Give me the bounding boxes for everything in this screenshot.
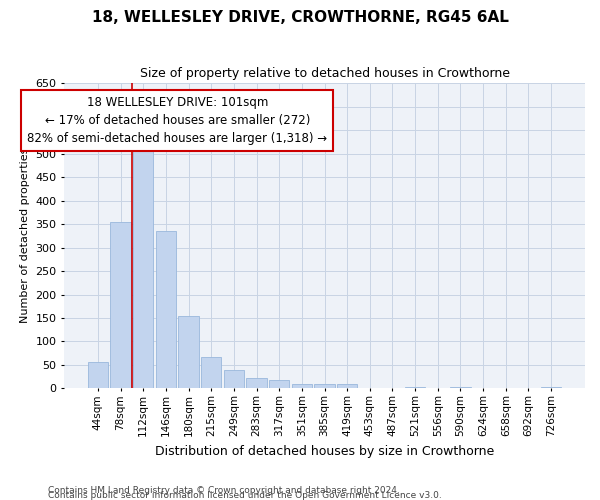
Bar: [133, 136, 154, 388]
Title: Size of property relative to detached houses in Crowthorne: Size of property relative to detached ho…: [140, 68, 509, 80]
X-axis label: Distribution of detached houses by size in Crowthorne: Distribution of detached houses by size …: [155, 444, 494, 458]
Bar: [155, 230, 176, 388]
Bar: [201, 357, 221, 388]
Bar: [110, 222, 131, 388]
Text: 18 WELLESLEY DRIVE: 101sqm
← 17% of detached houses are smaller (272)
82% of sem: 18 WELLESLEY DRIVE: 101sqm ← 17% of deta…: [27, 96, 327, 145]
Bar: [405, 387, 425, 388]
Text: Contains HM Land Registry data © Crown copyright and database right 2024.: Contains HM Land Registry data © Crown c…: [48, 486, 400, 495]
Bar: [450, 387, 470, 388]
Bar: [178, 316, 199, 388]
Bar: [247, 378, 267, 388]
Bar: [337, 384, 358, 388]
Y-axis label: Number of detached properties: Number of detached properties: [20, 148, 30, 324]
Bar: [224, 370, 244, 388]
Bar: [269, 380, 289, 388]
Bar: [292, 384, 312, 388]
Text: 18, WELLESLEY DRIVE, CROWTHORNE, RG45 6AL: 18, WELLESLEY DRIVE, CROWTHORNE, RG45 6A…: [92, 10, 508, 25]
Bar: [88, 362, 108, 388]
Bar: [314, 384, 335, 388]
Bar: [541, 387, 562, 388]
Text: Contains public sector information licensed under the Open Government Licence v3: Contains public sector information licen…: [48, 491, 442, 500]
